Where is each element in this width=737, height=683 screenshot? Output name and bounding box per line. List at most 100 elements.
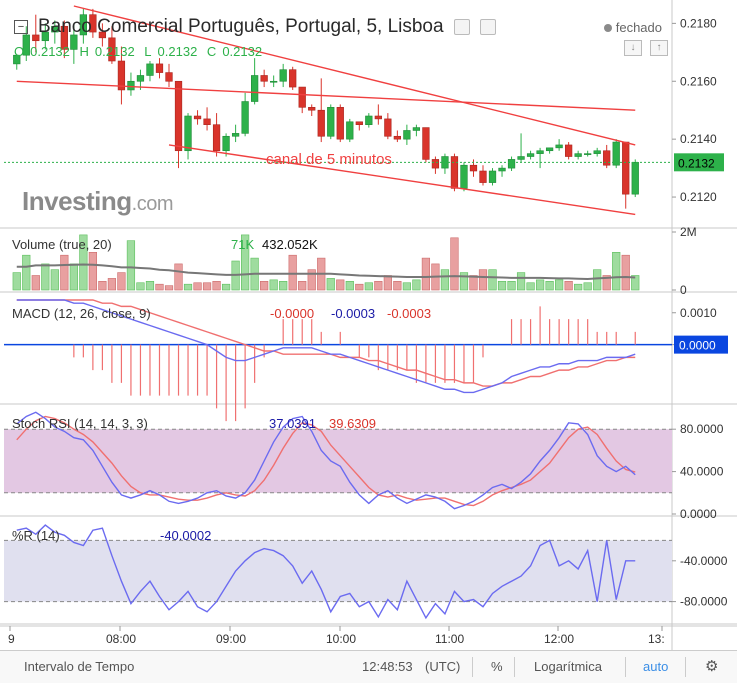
- macd-legend-value: -0.0003: [331, 306, 375, 321]
- wr-legend-value: -40.0002: [160, 528, 211, 543]
- volume-bar: [288, 254, 297, 291]
- volume-bar: [298, 280, 307, 291]
- candle-body: [374, 115, 382, 120]
- scroll-down-icon[interactable]: ↓: [624, 40, 642, 56]
- volume-bar: [488, 269, 497, 291]
- volume-bar: [421, 257, 431, 291]
- volume-bar: [22, 254, 31, 291]
- time-tick-label: 09:00: [216, 632, 246, 646]
- percent-toggle[interactable]: %: [491, 659, 503, 674]
- candle-body: [165, 72, 173, 82]
- collapse-icon[interactable]: −: [14, 20, 28, 34]
- chart-footer: Intervalo de Tempo 12:48:53 (UTC) % Loga…: [0, 650, 737, 683]
- candle-body: [155, 63, 164, 73]
- candle-body: [241, 101, 249, 134]
- volume-bar: [564, 280, 573, 291]
- volume-bar: [117, 272, 126, 291]
- scroll-up-icon[interactable]: ↑: [650, 40, 668, 56]
- time-tick-label: 12:00: [544, 632, 574, 646]
- auto-toggle[interactable]: auto: [643, 659, 669, 674]
- candle-body: [327, 107, 335, 137]
- chart-title: Banco Comercial Português, Portugal, 5, …: [38, 16, 444, 37]
- volume-bar: [545, 280, 554, 291]
- candle-body: [117, 60, 126, 91]
- candle-body: [193, 115, 202, 120]
- volume-bar: [440, 269, 450, 291]
- volume-bar: [574, 283, 583, 291]
- chart-header: − Banco Comercial Português, Portugal, 5…: [14, 14, 496, 40]
- eye-icon[interactable]: [453, 19, 470, 35]
- axis-tick-label: 40.0000: [680, 465, 724, 479]
- interval-button[interactable]: Intervalo de Tempo: [24, 659, 135, 674]
- candle-body: [222, 135, 230, 152]
- channel-annotation: canal de 5 minutos: [266, 151, 392, 168]
- volume-bar: [631, 275, 640, 291]
- volume-bar: [202, 282, 212, 291]
- wr-band: [4, 540, 672, 602]
- volume-legend-value: 71K: [231, 237, 254, 252]
- candle-body: [488, 170, 497, 183]
- ohlc-c: 0.2132: [222, 44, 263, 59]
- stoch-band: [4, 429, 672, 493]
- volume-bar: [79, 234, 88, 291]
- investing-logo: Investing.com: [22, 186, 173, 217]
- candle-body: [365, 115, 373, 125]
- candle-body: [136, 75, 145, 82]
- settings-gear-icon[interactable]: ⚙: [705, 658, 719, 675]
- volume-bar: [88, 252, 97, 291]
- candle-body: [22, 34, 30, 56]
- volume-bar: [459, 272, 469, 291]
- candle-body: [555, 144, 563, 149]
- volume-bar: [31, 275, 40, 291]
- candle-body: [336, 107, 344, 140]
- volume-bar: [336, 279, 345, 291]
- candle-body: [79, 14, 87, 36]
- candle-body: [270, 80, 278, 83]
- timezone-label[interactable]: (UTC): [425, 659, 461, 674]
- volume-bar: [374, 280, 383, 291]
- volume-bar: [50, 269, 59, 291]
- candle-body: [260, 75, 268, 82]
- volume-bar: [345, 280, 354, 291]
- volume-bar: [450, 237, 459, 291]
- gear-icon[interactable]: [479, 19, 496, 35]
- candle-body: [70, 34, 78, 50]
- candle-body: [450, 156, 459, 189]
- volume-bar: [98, 280, 107, 291]
- macd-legend-value: -0.0000: [270, 306, 314, 321]
- candle-body: [431, 159, 440, 169]
- footer-divider: [685, 657, 686, 677]
- volume-bar: [402, 282, 411, 291]
- candle-body: [41, 31, 49, 42]
- log-toggle[interactable]: Logarítmica: [534, 659, 602, 674]
- candle-body: [384, 118, 392, 137]
- volume-bar: [174, 263, 183, 291]
- logo-brand: Investing: [22, 186, 132, 216]
- candle-body: [565, 144, 573, 157]
- candle-body: [346, 121, 354, 140]
- volume-bar: [193, 282, 202, 291]
- candle-body: [536, 150, 544, 154]
- ohlc-o: 0.2132: [30, 44, 70, 59]
- volume-bar: [507, 280, 516, 291]
- volume-bar: [107, 278, 117, 291]
- candle-body: [251, 75, 259, 102]
- axis-tick-label: 0.2140: [680, 132, 717, 146]
- candle-body: [412, 127, 421, 131]
- candle-body: [317, 109, 325, 137]
- candle-body: [174, 80, 183, 152]
- volume-bar: [364, 282, 373, 291]
- volume-bar: [393, 280, 402, 291]
- volume-bar: [260, 280, 269, 291]
- volume-bar: [355, 283, 364, 291]
- ohlc-c-label: C: [206, 44, 217, 59]
- volume-ma-line: [16, 263, 636, 280]
- time-tick-label: 13:: [648, 632, 665, 646]
- candle-body: [498, 167, 506, 172]
- candle-body: [479, 170, 487, 183]
- candle-body: [108, 37, 116, 62]
- time-tick-label: 08:00: [106, 632, 136, 646]
- candle-body: [231, 133, 240, 137]
- macd-legend-value: -0.0003: [387, 306, 431, 321]
